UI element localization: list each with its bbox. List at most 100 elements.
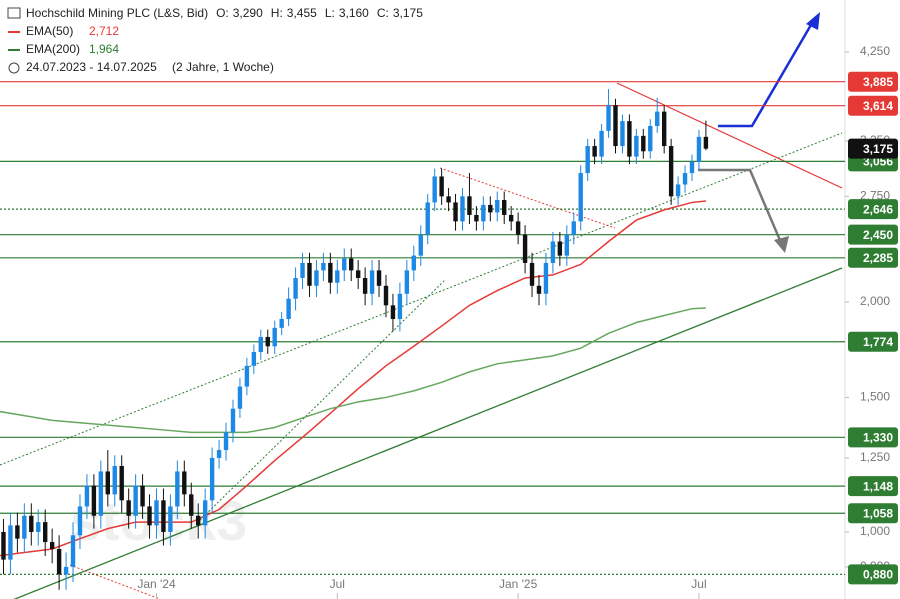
candle-body (77, 506, 83, 536)
level-tag (848, 247, 898, 268)
candle-body (119, 465, 124, 501)
candle-body (84, 485, 90, 507)
candle-body (529, 262, 535, 286)
candle-body (641, 135, 646, 152)
ohlc-label: H: (271, 6, 283, 20)
last-price-tag (848, 138, 898, 159)
level-label: 1,058 (863, 506, 893, 520)
ema-line (0, 200, 706, 557)
level-label: 3,885 (863, 75, 893, 89)
level-tag (848, 331, 898, 352)
legend-label: EMA(50) (26, 24, 73, 38)
y-tick-label: 1,250 (860, 450, 890, 464)
ohlc-value: 3,455 (287, 6, 317, 20)
candle-body (390, 305, 396, 320)
candle-body (648, 125, 653, 152)
candle-body (293, 277, 298, 299)
candle-body (543, 262, 549, 294)
candle-body (557, 241, 563, 256)
ohlc-label: C: (377, 6, 389, 20)
candle-body (362, 277, 368, 294)
candle-body (265, 336, 270, 347)
candle-body (613, 105, 618, 147)
candle-body (668, 146, 674, 197)
candle-body (481, 204, 486, 222)
period: 24.07.2023 - 14.07.2025 (26, 60, 157, 74)
candle-body (133, 485, 138, 516)
instrument-title: Hochschild Mining PLC (L&S, Bid) (26, 6, 208, 20)
candle-body (564, 234, 570, 256)
ohlc-value: 3,160 (339, 6, 369, 20)
ohlc-label: O: (216, 6, 229, 20)
candle-body (56, 548, 62, 575)
candle-body (8, 525, 13, 560)
candle-body (209, 457, 215, 501)
trend-drawings (0, 12, 843, 599)
level-label: 0,880 (863, 568, 893, 582)
level-label: 1,774 (863, 335, 893, 349)
candle-body (258, 336, 264, 353)
candle-body (571, 221, 576, 235)
candle-body (314, 270, 319, 286)
candle-body (675, 184, 681, 197)
candle-body (682, 173, 688, 185)
candle-body (335, 270, 340, 283)
trend-line (199, 279, 446, 521)
level-tag (848, 503, 898, 524)
candle-body (578, 173, 583, 222)
y-tick-label: 1,000 (860, 524, 890, 538)
ohlc-value: 3,290 (233, 6, 263, 20)
candle-body (36, 522, 41, 532)
candle-body (627, 121, 632, 157)
candle-body (251, 352, 257, 366)
trend-line (616, 82, 843, 189)
last-price-label: 3,175 (863, 142, 893, 156)
candle-body (411, 255, 417, 271)
candle-body (508, 214, 514, 222)
candle-body (22, 515, 27, 539)
trend-line (0, 132, 843, 466)
candle-body (342, 258, 347, 271)
candle-body (592, 146, 597, 157)
candle-icon (7, 7, 21, 19)
candle-body (432, 176, 437, 203)
candle-body (328, 262, 333, 283)
candle-body (182, 471, 187, 495)
watermark: stock3 (70, 489, 247, 552)
candle-body (661, 111, 667, 147)
level-tag (848, 95, 898, 116)
candle-body (418, 234, 423, 256)
clock-icon (8, 62, 20, 74)
candle-body (43, 522, 48, 543)
candle-body (321, 262, 326, 271)
arrow-head (774, 236, 789, 253)
candle-body (230, 408, 236, 433)
candle-body (655, 111, 660, 126)
level-tag (848, 224, 898, 245)
candle-body (585, 146, 590, 174)
candle-body (460, 196, 465, 222)
candle-body (349, 258, 354, 271)
level-label: 1,330 (863, 431, 893, 445)
candle-body (515, 221, 521, 235)
candle-body (272, 327, 277, 347)
legend-value: 2,712 (89, 24, 119, 38)
candle-body (161, 500, 166, 532)
candle-body (112, 465, 117, 495)
candle-body (689, 161, 695, 174)
candle-body (383, 285, 389, 306)
candle-body (369, 270, 375, 294)
candle-body (216, 450, 222, 458)
candle-body (467, 196, 472, 215)
level-label: 1,148 (863, 479, 893, 493)
ema-line (0, 307, 706, 434)
arrow-head (806, 12, 820, 30)
candle-body (196, 515, 201, 526)
candle-body (474, 214, 479, 222)
candle-body (98, 471, 104, 516)
candle-body (536, 285, 542, 294)
candle-body (502, 199, 507, 215)
candle-body (189, 494, 194, 516)
candle-body (286, 298, 291, 320)
